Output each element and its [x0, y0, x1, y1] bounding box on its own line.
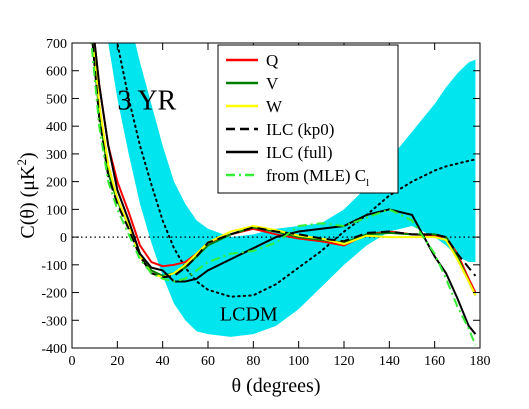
- x-tick-label: 20: [110, 354, 124, 369]
- x-tick-label: 0: [69, 354, 76, 369]
- series-line: [92, 43, 477, 296]
- plot-area: [72, 43, 480, 346]
- legend-box: [217, 44, 399, 194]
- annotation: 3 YR: [117, 86, 176, 117]
- y-axis-label-end: ): [17, 152, 39, 159]
- legend-label-text: W: [266, 97, 283, 116]
- y-tick-label: 400: [46, 120, 67, 135]
- y-tick-label: 500: [46, 92, 67, 107]
- legend-label: Q: [266, 51, 278, 70]
- annotation: LCDM: [220, 303, 278, 325]
- x-tick-label: 120: [334, 354, 355, 369]
- series-line: [91, 43, 477, 279]
- y-axis-label: C(θ) (μK2): [14, 152, 39, 238]
- confidence-band: [108, 43, 476, 337]
- y-tick-label: -400: [41, 342, 67, 357]
- series-line: [90, 43, 477, 346]
- x-axis-label: θ (degrees): [232, 375, 321, 397]
- legend-label: ILC (full): [266, 143, 333, 162]
- legend-label-text: ILC (full): [266, 143, 333, 162]
- y-tick-label: 600: [46, 65, 67, 80]
- x-tick-label: 100: [288, 354, 309, 369]
- legend-label-text: Q: [266, 51, 278, 70]
- legend-label: ILC (kp0): [266, 120, 334, 139]
- y-axis-label-main: C(θ) (μK: [17, 165, 39, 239]
- y-tick-label: 300: [46, 148, 67, 163]
- y-tick-label: 100: [46, 203, 67, 218]
- legend-label: from (MLE) Cl: [266, 166, 369, 189]
- x-tick-label: 80: [246, 354, 260, 369]
- plot-frame: [71, 42, 481, 349]
- x-tick-label: 180: [470, 354, 491, 369]
- legend-label-sub: l: [366, 177, 369, 189]
- y-tick-label: 0: [60, 231, 67, 246]
- model-line: [116, 43, 477, 298]
- y-tick-label: 200: [46, 176, 67, 191]
- x-tick-label: 140: [379, 354, 400, 369]
- y-tick-label: -200: [41, 287, 67, 302]
- x-tick-label: 160: [424, 354, 445, 369]
- x-tick-label: 40: [156, 354, 170, 369]
- x-tick-label: 60: [201, 354, 215, 369]
- legend-label: W: [266, 97, 283, 116]
- y-tick-label: -300: [41, 314, 67, 329]
- y-axis-label-sup: 2: [14, 159, 29, 166]
- legend-label: V: [266, 74, 279, 93]
- legend-label-text: V: [266, 74, 279, 93]
- y-tick-label: 700: [46, 37, 67, 52]
- legend-label-text: from (MLE) C: [266, 166, 366, 185]
- y-tick-label: -100: [41, 259, 67, 274]
- legend-label-text: ILC (kp0): [266, 120, 334, 139]
